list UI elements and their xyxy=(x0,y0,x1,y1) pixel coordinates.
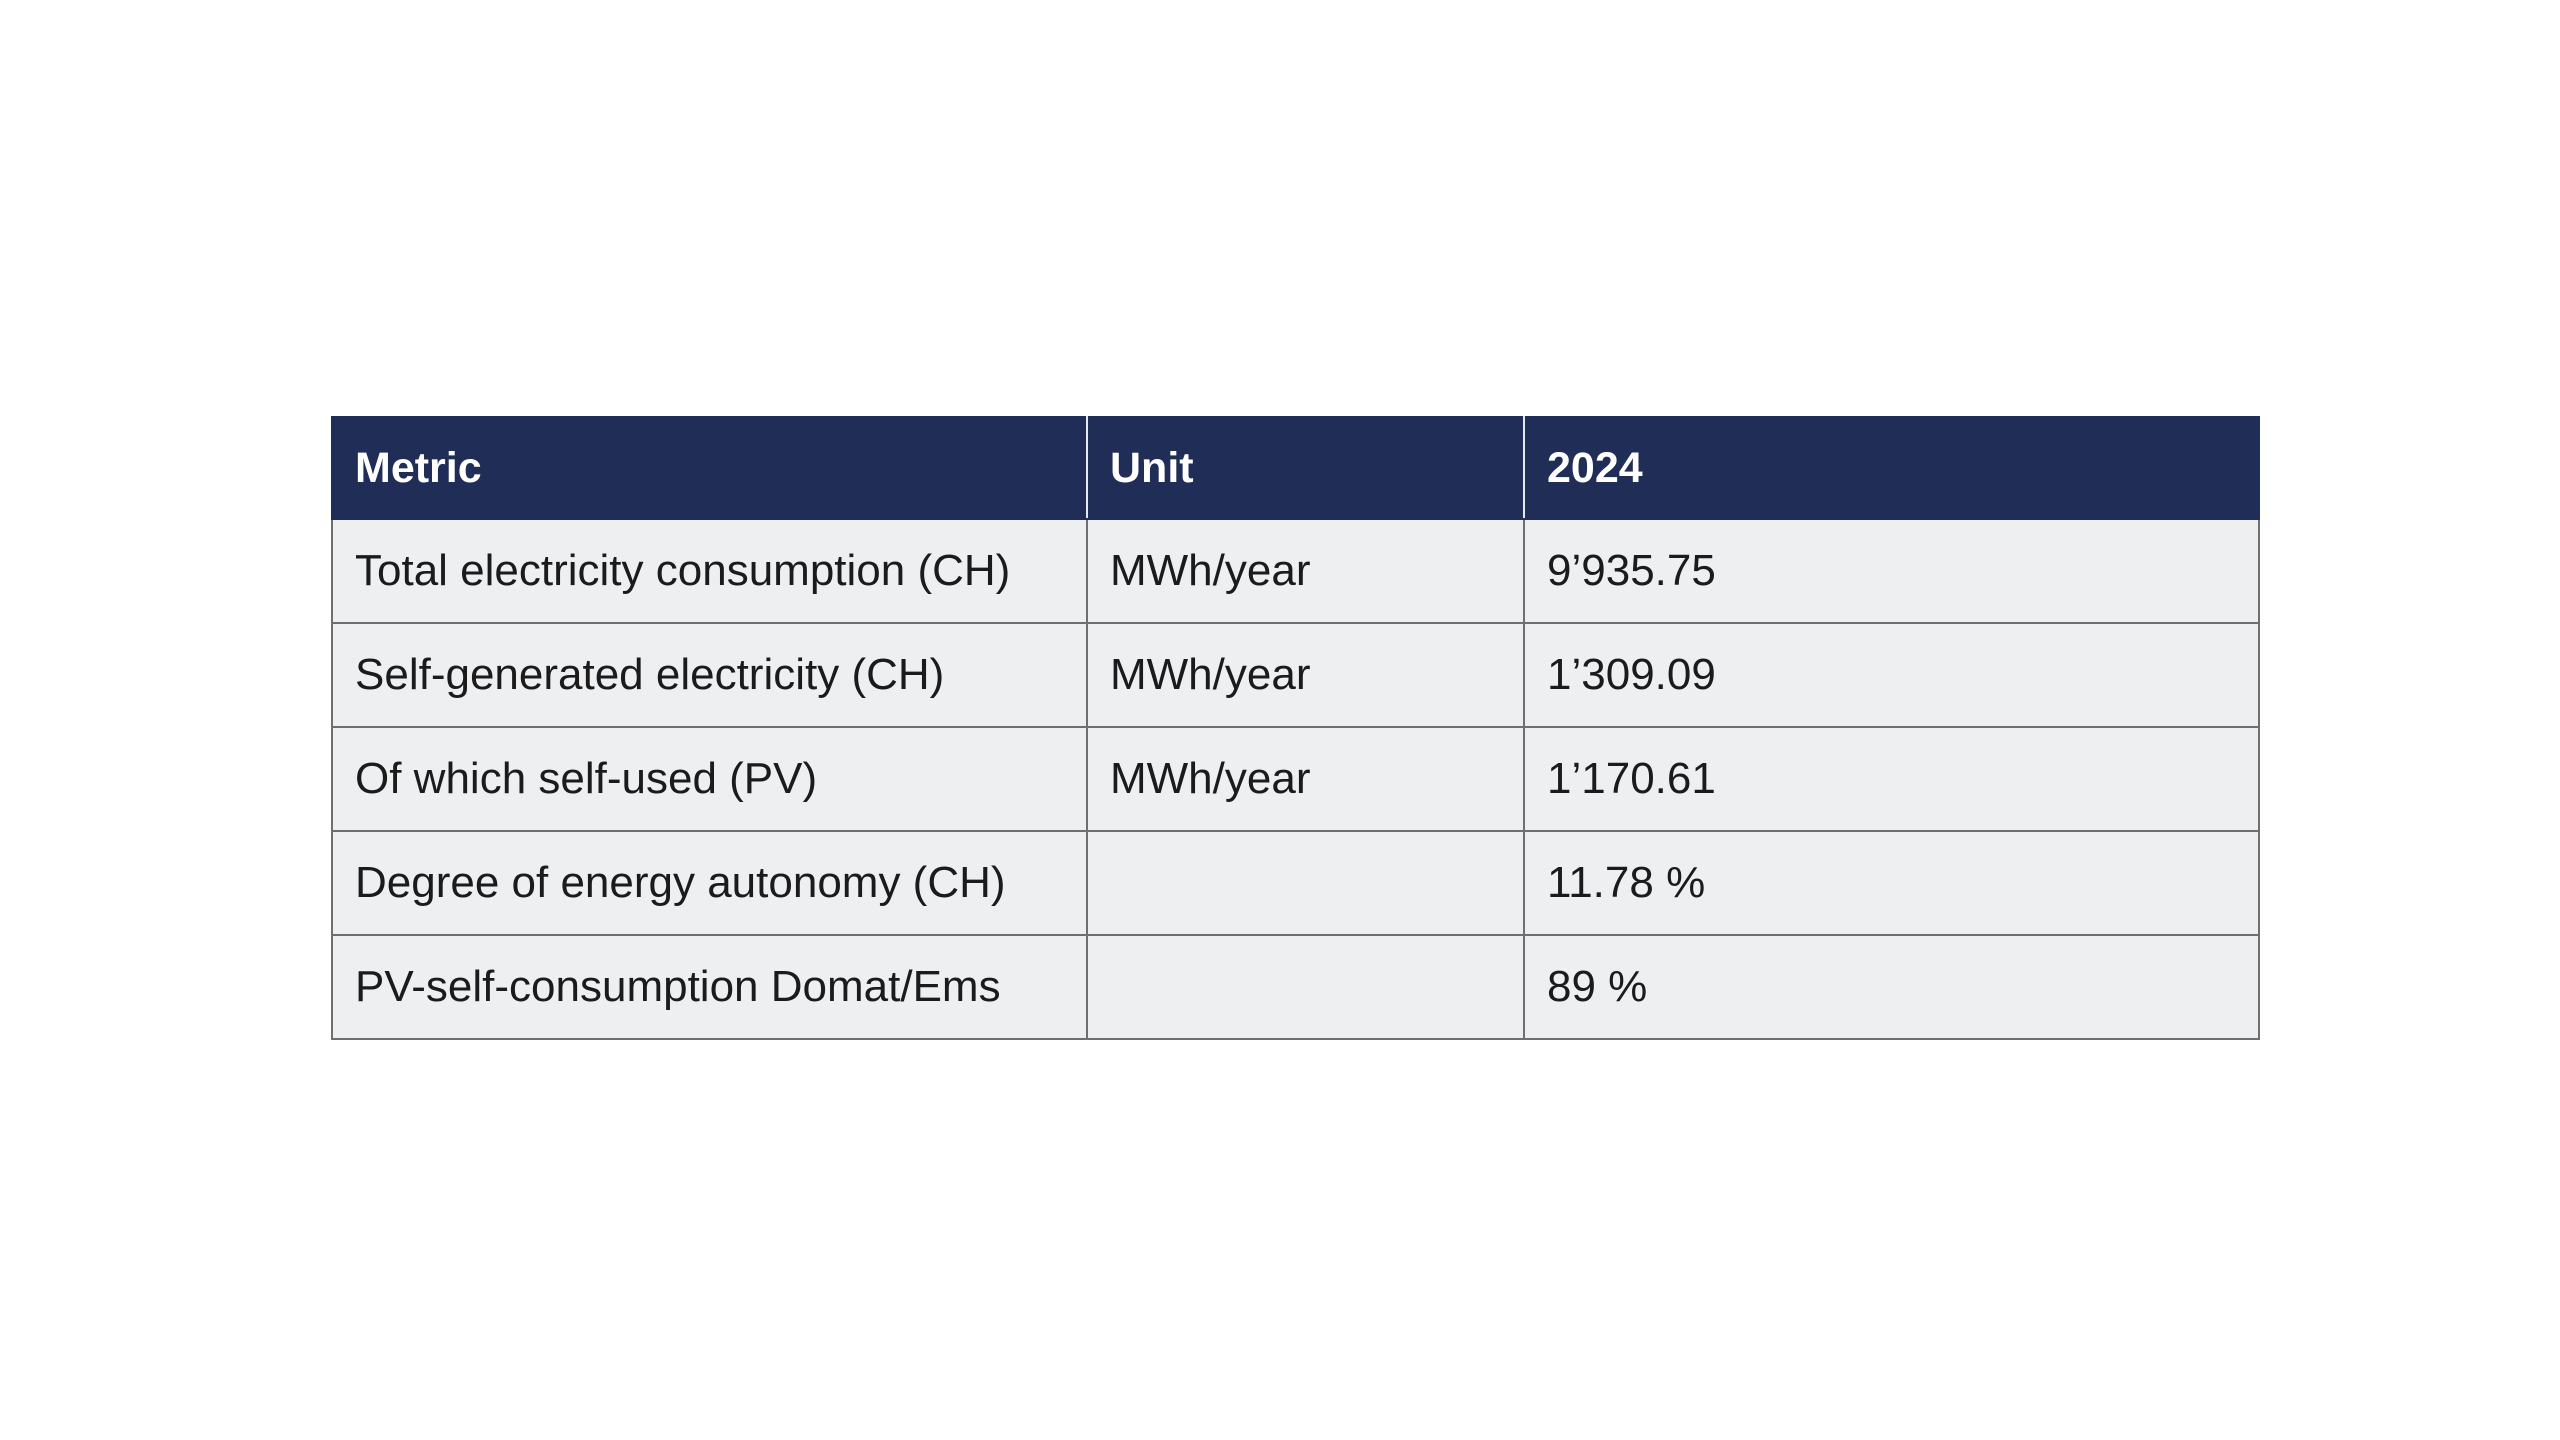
energy-metrics-table: Metric Unit 2024 Total electricity consu… xyxy=(331,416,2260,1040)
unit-cell: MWh/year xyxy=(1086,518,1525,624)
metric-cell: Degree of energy autonomy (CH) xyxy=(331,830,1088,936)
unit-cell xyxy=(1086,934,1525,1040)
value-cell: 1’170.61 xyxy=(1523,726,2260,832)
unit-cell: MWh/year xyxy=(1086,726,1525,832)
table-row: Degree of energy autonomy (CH) 11.78 % xyxy=(331,830,2260,936)
value-cell: 9’935.75 xyxy=(1523,518,2260,624)
metric-cell: Self-generated electricity (CH) xyxy=(331,622,1088,728)
unit-cell xyxy=(1086,830,1525,936)
table-row: Total electricity consumption (CH) MWh/y… xyxy=(331,518,2260,624)
metric-cell: PV-self-consumption Domat/Ems xyxy=(331,934,1088,1040)
table-header: Metric Unit 2024 xyxy=(331,416,2260,520)
metric-cell: Of which self-used (PV) xyxy=(331,726,1088,832)
table-body: Total electricity consumption (CH) MWh/y… xyxy=(331,518,2260,1040)
header-row: Metric Unit 2024 xyxy=(331,416,2260,520)
table-row: Of which self-used (PV) MWh/year 1’170.6… xyxy=(331,726,2260,832)
header-metric: Metric xyxy=(331,416,1088,520)
table-row: Self-generated electricity (CH) MWh/year… xyxy=(331,622,2260,728)
header-unit: Unit xyxy=(1086,416,1525,520)
header-year: 2024 xyxy=(1523,416,2260,520)
unit-cell: MWh/year xyxy=(1086,622,1525,728)
energy-metrics-table-container: Metric Unit 2024 Total electricity consu… xyxy=(331,416,2260,1040)
metric-cell: Total electricity consumption (CH) xyxy=(331,518,1088,624)
table-row: PV-self-consumption Domat/Ems 89 % xyxy=(331,934,2260,1040)
value-cell: 89 % xyxy=(1523,934,2260,1040)
value-cell: 11.78 % xyxy=(1523,830,2260,936)
value-cell: 1’309.09 xyxy=(1523,622,2260,728)
